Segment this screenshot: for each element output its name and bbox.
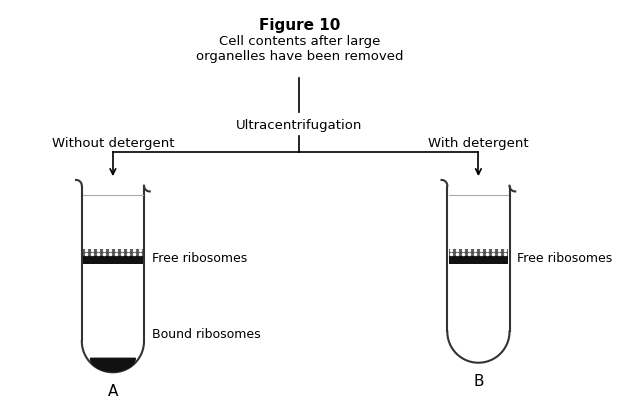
Text: With detergent: With detergent [428, 137, 529, 150]
Text: Ultracentrifugation: Ultracentrifugation [236, 119, 362, 132]
Bar [448, 256, 508, 264]
Text: Without detergent: Without detergent [51, 137, 174, 150]
Text: Free ribosomes: Free ribosomes [517, 252, 613, 265]
Text: Bound ribosomes: Bound ribosomes [152, 328, 260, 340]
Polygon shape [90, 358, 135, 372]
Text: Free ribosomes: Free ribosomes [152, 252, 247, 265]
Bar [83, 256, 143, 264]
Text: Figure 10: Figure 10 [259, 18, 340, 33]
Bar [83, 249, 143, 256]
Text: A: A [108, 384, 118, 399]
Bar [448, 249, 508, 256]
Text: B: B [473, 374, 483, 389]
Text: Cell contents after large
organelles have been removed: Cell contents after large organelles hav… [196, 35, 403, 63]
